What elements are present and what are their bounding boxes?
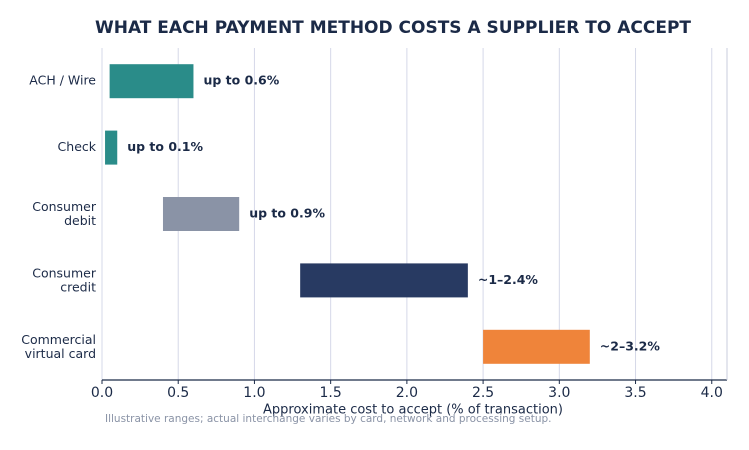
x-tick-label: 1.5 — [320, 385, 342, 401]
y-tick-label: Check — [58, 139, 97, 154]
x-tick-label: 4.0 — [701, 385, 723, 401]
bar — [483, 329, 590, 364]
y-tick-label: ACH / Wire — [29, 73, 96, 88]
x-tick-label: 2.0 — [396, 385, 418, 401]
x-axis-label: Approximate cost to accept (% of transac… — [263, 403, 563, 418]
value-label: up to 0.9% — [249, 206, 325, 221]
x-tick-label: 0.5 — [167, 385, 189, 401]
bar — [105, 130, 118, 165]
bar — [162, 197, 240, 231]
value-label: ~1–2.4% — [478, 272, 539, 287]
bar — [300, 263, 468, 298]
x-tick-label: 0.0 — [91, 385, 113, 401]
y-tick-label: Consumer credit — [32, 265, 97, 294]
y-tick-label: Commercial virtual card — [21, 331, 96, 360]
x-tick-label: 3.5 — [624, 385, 646, 401]
footnote: Illustrative ranges; actual interchange … — [105, 413, 551, 425]
x-tick-label: 2.5 — [472, 385, 494, 401]
value-label: up to 0.6% — [203, 73, 279, 88]
value-label: up to 0.1% — [127, 139, 203, 154]
chart-title: WHAT EACH PAYMENT METHOD COSTS A SUPPLIE… — [95, 18, 691, 38]
y-tick-label: Consumer debit — [32, 199, 97, 228]
bar — [109, 64, 194, 99]
x-tick-label: 1.0 — [243, 385, 265, 401]
x-tick-label: 3.0 — [548, 385, 570, 401]
value-label: ~2–3.2% — [600, 338, 661, 353]
